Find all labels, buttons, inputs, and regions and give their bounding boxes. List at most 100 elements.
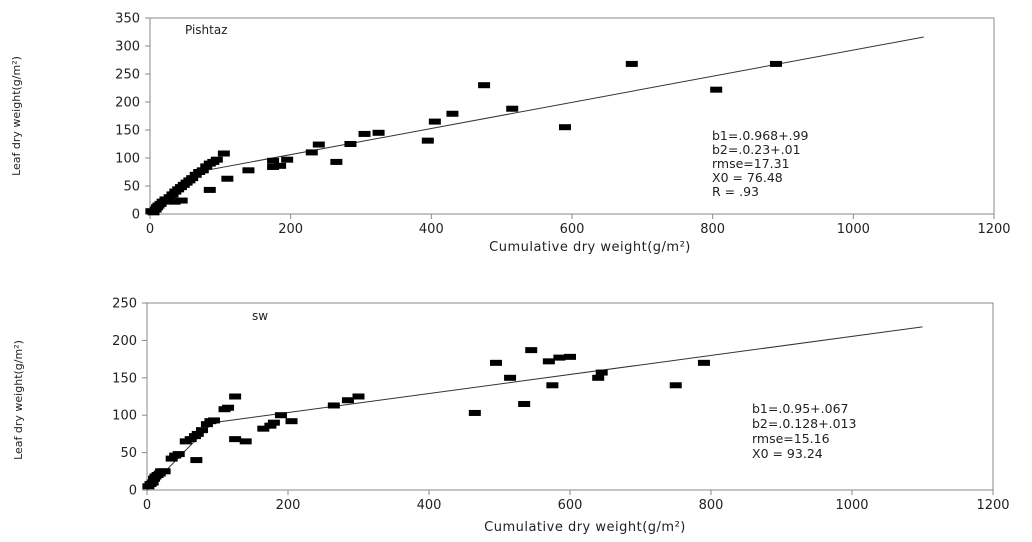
x-tick-label: 200 [278,222,303,237]
data-point [372,129,385,136]
annotation-x0: X0 = 76.48 [712,170,783,185]
y-tick-label: 150 [112,371,137,386]
data-point [195,427,208,434]
data-point [190,457,203,464]
annotation-b1: b1=.0.968+.99 [712,128,809,143]
data-point [305,149,318,156]
annotation-r: R = .93 [712,184,759,199]
data-point [358,130,371,137]
data-point [186,175,199,182]
data-point [352,393,365,400]
annotation-rmse: rmse=15.16 [752,431,830,446]
data-point [158,468,171,475]
data-point [518,400,531,407]
data-point [172,451,185,458]
x-tick-label: 0 [143,498,151,513]
data-point [669,382,682,389]
data-point [558,124,571,131]
data-point [229,393,242,400]
data-point [229,436,242,443]
y-tick-label: 250 [112,297,137,312]
annotation-block: b1=.0.95+.067 b2=.0.128+.013 rmse=15.16 … [752,401,856,461]
data-point [468,409,481,416]
data-point [489,359,502,366]
data-point [504,374,517,381]
annotation-rmse: rmse=17.31 [712,156,790,171]
data-point [221,175,234,182]
data-point [267,163,280,170]
plot-frame [146,302,994,491]
annotation-b1: b1=.0.95+.067 [752,401,848,416]
data-point [595,369,608,376]
annotation-b2: b2=.0.23+.01 [712,142,801,157]
data-point [168,198,181,205]
annotation-b2: b2=.0.128+.013 [752,416,856,431]
data-points [142,347,710,490]
data-point [446,110,459,117]
data-point [592,374,605,381]
x-tick-label: 600 [558,498,583,513]
y-tick-label: 250 [115,68,140,83]
data-point [203,186,216,193]
data-point [257,425,270,432]
x-tick-label: 200 [276,498,301,513]
y-ticks: 0 50 100 150 200 250 300 350 [115,12,150,223]
regression-line [149,36,924,215]
x-tick-label: 800 [700,222,725,237]
data-point [341,397,354,404]
data-point [207,417,220,424]
x-tick-label: 400 [417,498,442,513]
data-point [285,418,298,425]
data-point [478,82,491,89]
data-point [697,359,710,366]
data-point [553,354,566,361]
data-point [222,404,235,411]
x-ticks: 0 200 400 600 800 1000 1200 [146,214,1011,237]
y-tick-label: 350 [115,12,140,27]
y-axis-label: Leaf dry weight(g/m²) [12,340,25,460]
data-point [281,156,294,163]
y-tick-label: 300 [115,40,140,55]
data-point [506,105,519,112]
y-tick-label: 100 [112,409,137,424]
x-tick-label: 600 [560,222,585,237]
data-point [330,158,343,165]
chart-sw: sw 0 50 100 150 200 250 0 200 400 600 800 1000 1200… [12,297,1010,536]
data-point [421,137,434,144]
y-axis-label: Leaf dry weight(g/m²) [10,56,23,176]
data-point [710,86,723,93]
y-tick-label: 0 [129,484,137,499]
data-point [196,167,209,174]
x-tick-label: 0 [146,222,154,237]
x-tick-label: 1000 [837,222,870,237]
chart-pishtaz: Pishtaz 0 50 100 150 200 250 300 350 0 200 400 600… [10,12,1011,256]
x-tick-label: 1000 [835,498,868,513]
data-point [274,162,287,169]
x-tick-label: 800 [699,498,724,513]
data-point [267,157,280,164]
y-tick-label: 200 [112,334,137,349]
x-axis-label: Cumulative dry weight(g/m²) [489,240,691,255]
data-point [191,430,204,437]
y-tick-label: 100 [115,152,140,167]
chart-title: sw [252,309,268,323]
data-point [525,347,538,354]
fit-line [149,36,924,215]
data-point [175,197,188,204]
data-point [542,358,555,365]
data-point [769,60,782,67]
y-tick-label: 50 [123,180,140,195]
data-point [267,419,280,426]
chart-title: Pishtaz [185,23,228,37]
data-point [428,118,441,125]
y-tick-label: 50 [120,446,137,461]
data-point [239,438,252,445]
x-tick-label: 1200 [977,222,1010,237]
annotation-x0: X0 = 93.24 [752,446,823,461]
data-point [344,141,357,147]
data-point [625,60,638,67]
x-tick-label: 400 [419,222,444,237]
data-point [312,141,325,148]
y-ticks: 0 50 100 150 200 250 [112,297,147,499]
